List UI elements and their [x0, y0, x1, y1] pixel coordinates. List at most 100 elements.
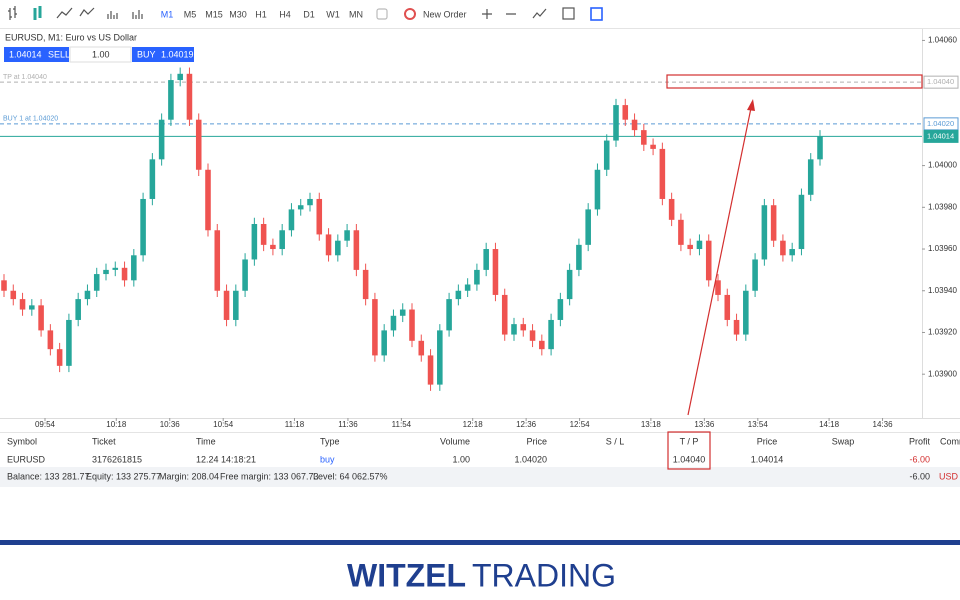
- tick-icon[interactable]: [132, 10, 143, 19]
- new-order[interactable]: New Order: [423, 9, 467, 19]
- timeframe[interactable]: M30: [229, 9, 247, 19]
- x-tick-label: 10:54: [213, 420, 234, 429]
- candle-body: [789, 249, 795, 256]
- candle-body: [84, 290, 91, 300]
- buy-label[interactable]: BUY: [137, 49, 156, 59]
- timeframe[interactable]: H1: [255, 9, 267, 19]
- timeframe[interactable]: D1: [303, 9, 315, 19]
- x-tick-label: 13:36: [694, 420, 715, 429]
- sell-price[interactable]: 1.04014: [9, 49, 42, 59]
- buy-price[interactable]: 1.04019: [161, 49, 194, 59]
- column-header: Time: [196, 436, 216, 446]
- area-icon[interactable]: [79, 7, 95, 17]
- level: Level: 64 062.57%: [313, 471, 388, 481]
- candle-body: [260, 224, 267, 245]
- sell-button[interactable]: [4, 47, 69, 62]
- candle-body: [353, 230, 360, 270]
- candle-body: [585, 209, 591, 245]
- candle-body: [325, 234, 332, 256]
- column-header: Volume: [440, 436, 470, 446]
- candle-body: [501, 294, 508, 335]
- indicator-icon[interactable]: [532, 8, 547, 19]
- candle-body: [307, 198, 313, 206]
- candle-body: [696, 240, 703, 250]
- candle-body: [743, 290, 749, 335]
- timeframe[interactable]: M5: [184, 9, 197, 19]
- toolbar-icons: [8, 6, 603, 21]
- candle-body: [140, 198, 146, 256]
- candle-body: [279, 230, 285, 250]
- summary-profit: -6.00: [909, 471, 930, 481]
- candle-body: [576, 244, 582, 270]
- candle-body: [631, 119, 638, 131]
- candle-body: [297, 205, 304, 210]
- candle-body: [761, 205, 768, 260]
- candle-body: [66, 319, 72, 366]
- candle-body: [93, 274, 100, 291]
- candle-icon[interactable]: [33, 6, 42, 20]
- line-icon[interactable]: [56, 7, 73, 19]
- buy-button[interactable]: [132, 47, 194, 62]
- candle-body: [121, 267, 128, 281]
- candle-body: [807, 159, 814, 195]
- candle-body: [316, 198, 323, 235]
- order-icon[interactable]: [404, 8, 416, 20]
- candle-body: [464, 284, 471, 291]
- candle-body: [29, 305, 35, 310]
- currency: USD: [939, 471, 959, 481]
- free-margin: Free margin: 133 067.73: [220, 471, 319, 481]
- candle-body: [344, 230, 350, 241]
- candle-body: [270, 244, 276, 250]
- candle-body: [288, 209, 295, 231]
- column-header: Price: [526, 436, 547, 446]
- table: Symbol Ticket Time Type Volume Price S / L T / …: [7, 436, 960, 464]
- table-cell: 1.04014: [751, 454, 784, 464]
- lock-icon[interactable]: [376, 8, 388, 20]
- candle-body: [817, 136, 823, 160]
- candle-body: [613, 105, 619, 141]
- column-header: Profit: [909, 436, 931, 446]
- y-tick-label: 1.03960: [928, 244, 957, 253]
- y-tick-label: 1.04000: [928, 161, 957, 170]
- candle-body: [177, 73, 183, 81]
- volume-value[interactable]: 1.00: [92, 49, 110, 59]
- candle-body: [362, 269, 369, 300]
- candle-body: [557, 299, 564, 320]
- x-tick-label: 10:36: [160, 420, 181, 429]
- equity: Equity: 133 275.77: [86, 471, 161, 481]
- y-tick-label: 1.03900: [928, 369, 957, 378]
- x-tick-label: 13:54: [748, 420, 769, 429]
- table-cell: 3176261815: [92, 454, 142, 464]
- candle-body: [539, 340, 545, 350]
- y-tick-label: 1.03980: [928, 202, 957, 211]
- timeframe[interactable]: MN: [349, 9, 363, 19]
- timeframe[interactable]: H4: [279, 9, 291, 19]
- timeframe[interactable]: M15: [205, 9, 223, 19]
- x-tick-label: 11:18: [285, 420, 305, 429]
- candle-body: [603, 140, 610, 170]
- calendar-icon[interactable]: [562, 7, 575, 20]
- candle-body: [186, 73, 193, 120]
- sell-label[interactable]: SELL: [48, 49, 70, 59]
- arrow: [687, 107, 752, 416]
- candle-body: [770, 205, 777, 241]
- candle-body: [47, 330, 54, 350]
- x-tick-label: 11:54: [392, 420, 412, 429]
- bar-icon[interactable]: [8, 6, 17, 20]
- doc-icon[interactable]: [590, 7, 603, 21]
- candle-body: [19, 299, 26, 310]
- candle-body: [594, 169, 601, 210]
- candle-body: [390, 315, 397, 331]
- candle-body: [492, 249, 499, 295]
- timeframe[interactable]: W1: [326, 9, 340, 19]
- candle-body: [233, 290, 239, 320]
- arrowhead: [747, 99, 755, 111]
- timeframe[interactable]: M1: [161, 9, 174, 19]
- candle-body: [705, 240, 712, 281]
- zoom-icons[interactable]: [482, 9, 516, 19]
- candle-body: [668, 198, 675, 220]
- volume-input[interactable]: [69, 46, 132, 63]
- volume-icon[interactable]: [107, 11, 118, 19]
- symbol-title: EURUSD, M1: Euro vs US Dollar: [5, 32, 137, 42]
